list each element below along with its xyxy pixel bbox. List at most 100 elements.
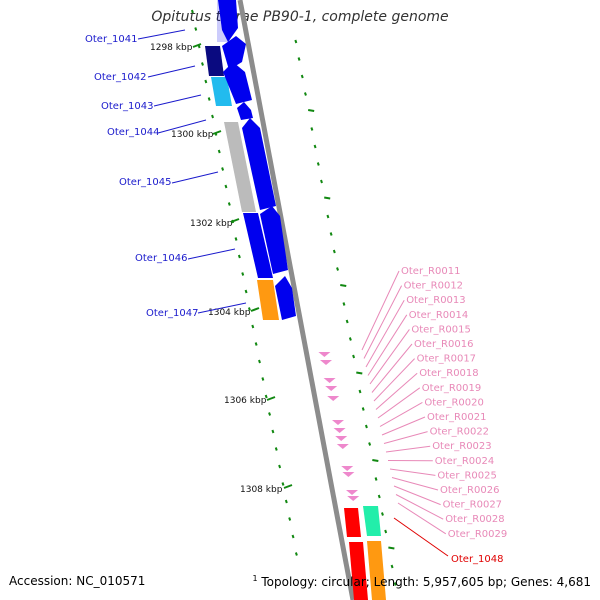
tick-mark	[336, 267, 339, 271]
gene-label: Oter_1047	[146, 308, 199, 319]
gene-feature	[243, 213, 273, 278]
tick-mark	[304, 92, 307, 96]
tick-mark	[224, 184, 228, 189]
gene-label: Oter_1046	[135, 253, 188, 264]
gene-arrow	[275, 276, 296, 320]
tick-mark	[294, 39, 298, 44]
tick-mark	[342, 302, 346, 306]
rna-label: Oter_R0024	[435, 456, 494, 467]
rna-leader-line	[397, 502, 447, 535]
tick-mark	[237, 254, 241, 259]
rna-label: Oter_R0028	[445, 514, 504, 525]
rna-leader-line	[395, 494, 444, 520]
tick-mark	[364, 424, 368, 429]
tick-mark	[247, 307, 251, 311]
tick-mark	[221, 167, 225, 171]
tick-mark	[300, 74, 304, 79]
gene-arrow	[223, 62, 252, 104]
tick-mark	[329, 232, 333, 236]
tick-mark	[204, 79, 208, 84]
rna-leader-line	[371, 343, 413, 393]
rna-label: Oter_R0022	[430, 427, 489, 438]
gene-label: Oter_1042	[94, 72, 147, 83]
right-strand-genes	[218, 0, 386, 600]
rna-mark	[333, 428, 346, 433]
topology-text: 1 Topology: circular; Length: 5,957,605 …	[252, 574, 591, 589]
kbp-labels: 1298 kbp 1300 kbp 1302 kbp 1304 kbp 1306…	[150, 43, 283, 495]
rna-label: Oter_R0027	[443, 500, 502, 511]
gene-feature	[205, 46, 224, 76]
rna-label: Oter_R0029	[448, 529, 507, 540]
tick-mark	[324, 196, 331, 200]
rna-leader-line	[393, 485, 441, 506]
gene-feature	[367, 541, 386, 600]
tick-mark	[258, 359, 261, 364]
rna-label: Oter_R0018	[419, 368, 478, 379]
rna-leader-line	[383, 431, 428, 444]
tick-mark	[388, 546, 395, 550]
tick-mark	[332, 249, 336, 254]
gene-arrow	[260, 206, 288, 274]
rna-leader-line	[389, 468, 436, 476]
gene-arrow	[237, 102, 253, 120]
tick-mark	[368, 442, 372, 446]
tick-mark	[288, 517, 292, 521]
tick-mark	[234, 237, 238, 241]
gene-feature	[349, 542, 368, 600]
tick-mark	[313, 144, 317, 149]
tick-mark	[244, 289, 248, 294]
tick-mark	[393, 582, 397, 586]
tick-mark	[291, 534, 295, 539]
rna-leader-line	[361, 270, 400, 351]
kbp-label: 1308 kbp	[240, 485, 283, 495]
tick-mark	[308, 109, 315, 112]
rna-mark	[327, 396, 340, 401]
tick-marks-outer	[294, 39, 397, 586]
tick-mark	[326, 214, 330, 219]
tick-mark	[278, 464, 282, 469]
tick-mark	[356, 371, 363, 375]
rna-mark	[346, 490, 358, 495]
tick-mark	[361, 407, 365, 411]
rna-label: Oter_R0017	[417, 354, 476, 365]
rna-mark	[336, 444, 349, 449]
rna-mark	[325, 386, 338, 391]
tick-mark	[227, 202, 231, 206]
rna-mark	[318, 352, 331, 357]
gene-feature	[211, 77, 232, 106]
rna-leader-line	[381, 416, 426, 436]
red-gene-label: Oter_1048	[451, 554, 504, 565]
rna-mark	[323, 378, 336, 383]
rna-label: Oter_R0012	[404, 281, 463, 292]
rna-label: Oter_R0020	[424, 397, 483, 408]
rna-leader-line	[377, 387, 421, 419]
rna-label: Oter_R0021	[427, 412, 486, 423]
tick-mark	[284, 499, 288, 504]
gene-feature	[257, 280, 279, 320]
left-strand-genes	[205, 0, 368, 600]
gene-feature	[344, 508, 361, 537]
gene-arrow	[242, 118, 276, 210]
tick-mark	[241, 272, 245, 276]
rna-leader-lines	[361, 270, 447, 535]
kbp-label: 1302 kbp	[190, 219, 233, 229]
rna-leader-line	[379, 401, 423, 427]
rna-mark	[341, 466, 354, 471]
tick-mark	[390, 564, 394, 569]
tick-mark	[254, 342, 258, 346]
rna-label: Oter_R0016	[414, 339, 473, 350]
tick-mark	[264, 394, 268, 399]
rna-mark	[335, 436, 348, 441]
gene-leader-lines	[137, 29, 247, 314]
tick-mark	[345, 319, 349, 324]
rna-mark	[332, 420, 344, 425]
gene-label: Oter_1041	[85, 34, 138, 45]
tick-mark	[358, 389, 362, 394]
gene-arrow	[222, 36, 246, 70]
tick-mark	[348, 337, 352, 341]
rna-label: Oter_R0011	[401, 266, 460, 277]
tick-mark	[261, 377, 265, 381]
gene-label: Oter_1044	[107, 127, 160, 138]
rna-label: Oter_R0019	[422, 383, 481, 394]
